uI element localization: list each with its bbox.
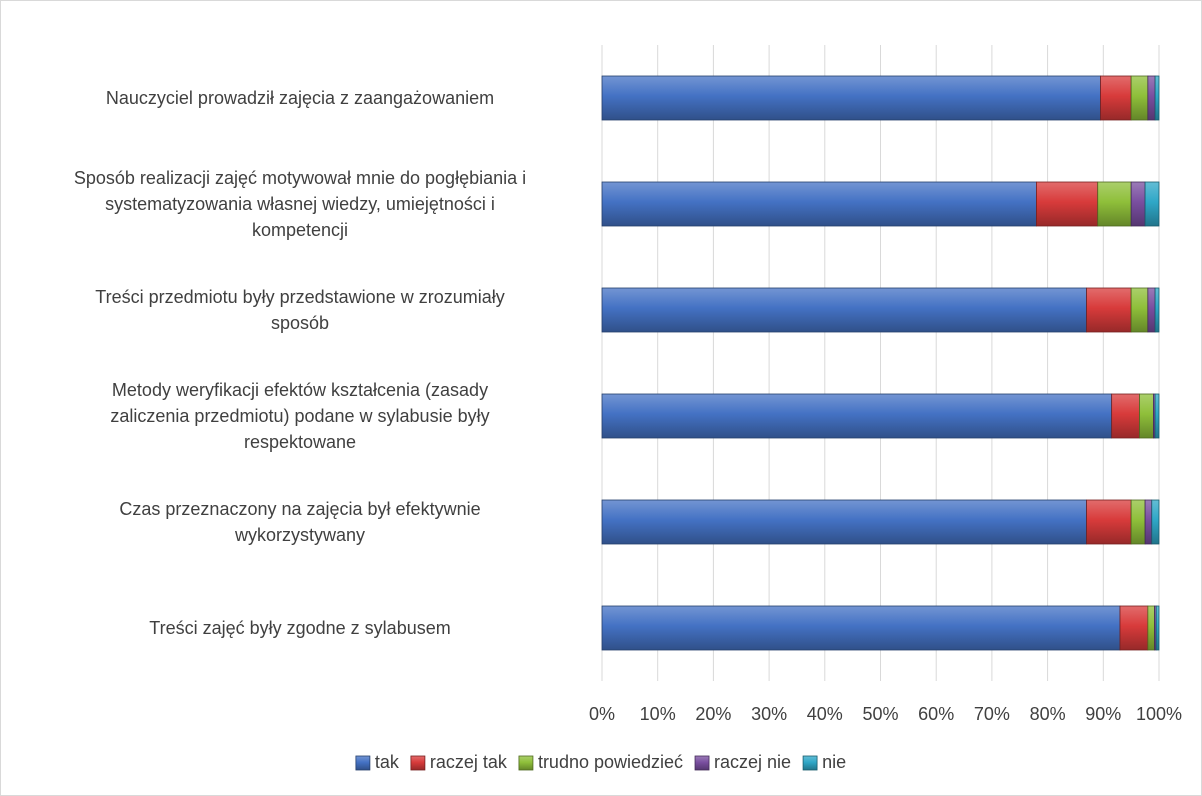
bar-segment-raczej-tak	[1111, 393, 1140, 439]
bar-segment-trudno-powiedzieć	[1130, 287, 1149, 333]
x-tick-label: 20%	[695, 704, 731, 724]
bar-segment-tak	[601, 393, 1113, 439]
x-tick-label: 30%	[751, 704, 787, 724]
legend-label: raczej tak	[430, 752, 508, 772]
bar-segment-raczej-tak	[1086, 287, 1132, 333]
bar-segment-raczej-nie	[1144, 499, 1153, 545]
bar-segment-raczej-tak	[1086, 499, 1132, 545]
bar-segment-raczej-tak	[1119, 605, 1149, 651]
legend-swatch	[410, 755, 426, 771]
legend-swatch	[802, 755, 818, 771]
category-label: Sposób realizacji zajęć motywował mnie d…	[74, 168, 526, 240]
x-tick-label: 90%	[1085, 704, 1121, 724]
bar-segment-nie	[1154, 287, 1160, 333]
x-tick-label: 0%	[589, 704, 615, 724]
category-label: Nauczyciel prowadził zajęcia z zaangażow…	[106, 88, 494, 108]
legend-swatch	[355, 755, 371, 771]
x-tick-label: 70%	[974, 704, 1010, 724]
bar-segment-trudno-powiedzieć	[1130, 75, 1149, 121]
category-labels: Nauczyciel prowadził zajęcia z zaangażow…	[74, 88, 526, 638]
x-tick-label: 80%	[1030, 704, 1066, 724]
x-tick-label: 10%	[640, 704, 676, 724]
x-tick-label: 50%	[862, 704, 898, 724]
legend: tak raczej tak trudno powiedzieć raczej nie…	[355, 752, 846, 772]
bar-segment-nie	[1154, 393, 1160, 439]
bar-segment-tak	[601, 605, 1121, 651]
bar-segment-tak	[601, 287, 1087, 333]
category-label: Metody weryfikacji efektów kształcenia (…	[110, 380, 489, 452]
legend-swatch	[694, 755, 710, 771]
bar-segment-trudno-powiedzieć	[1147, 605, 1155, 651]
bar-segment-raczej-tak	[1100, 75, 1132, 121]
bar-segment-nie	[1154, 75, 1160, 121]
legend-label: nie	[822, 752, 846, 772]
bar-segment-trudno-powiedzieć	[1139, 393, 1154, 439]
legend-label: raczej nie	[714, 752, 791, 772]
legend-swatch	[518, 755, 534, 771]
gridlines	[601, 45, 1160, 681]
bar-segment-nie	[1155, 605, 1160, 651]
bar-segment-raczej-tak	[1036, 181, 1099, 227]
legend-label: tak	[375, 752, 400, 772]
bar-segment-trudno-powiedzieć	[1097, 181, 1132, 227]
legend-label: trudno powiedzieć	[538, 752, 683, 772]
bar-segment-raczej-nie	[1147, 287, 1156, 333]
bars	[601, 75, 1160, 651]
bar-segment-tak	[601, 181, 1037, 227]
x-axis-ticks: 0% 10% 20% 30% 40% 50% 60% 70% 80% 90% 100%	[589, 704, 1182, 724]
category-label: Czas przeznaczony na zajęcia był efektyw…	[119, 499, 480, 545]
x-tick-label: 40%	[807, 704, 843, 724]
category-label: Treści zajęć były zgodne z sylabusem	[149, 618, 450, 638]
bar-segment-trudno-powiedzieć	[1130, 499, 1146, 545]
bar-segment-tak	[601, 499, 1087, 545]
bar-segment-raczej-nie	[1147, 75, 1156, 121]
x-tick-label: 100%	[1136, 704, 1182, 724]
bar-segment-tak	[601, 75, 1101, 121]
category-label: Treści przedmiotu były przedstawione w z…	[95, 287, 504, 333]
bar-segment-nie	[1151, 499, 1160, 545]
x-tick-label: 60%	[918, 704, 954, 724]
bar-segment-nie	[1144, 181, 1160, 227]
bar-segment-raczej-nie	[1130, 181, 1146, 227]
